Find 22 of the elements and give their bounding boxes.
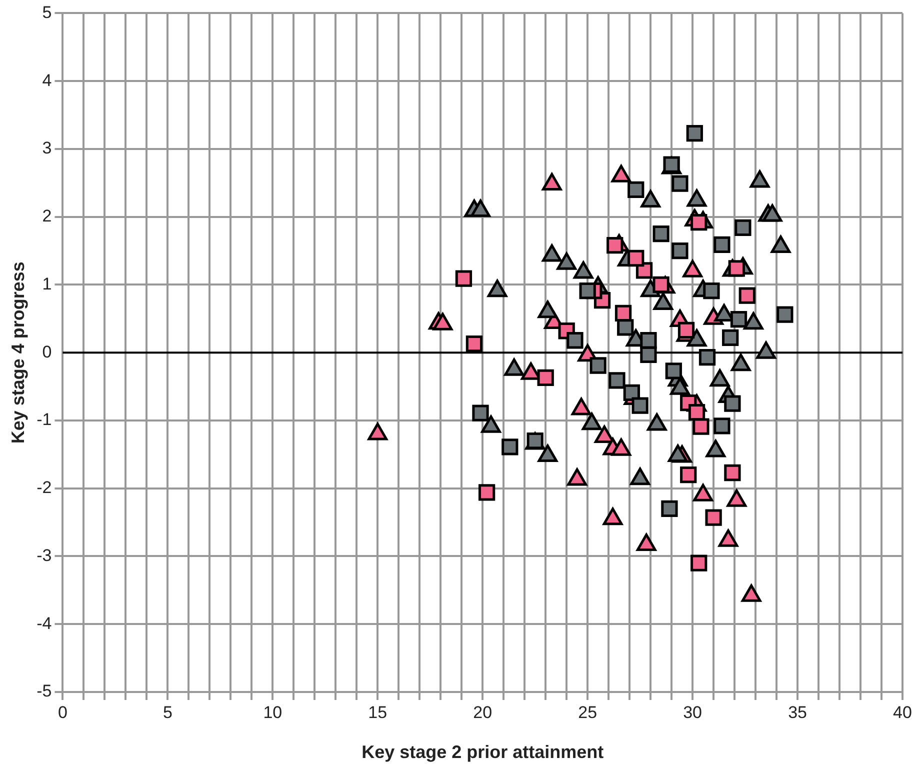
y-tick-label: 2 — [42, 206, 52, 226]
x-tick-label: 15 — [368, 702, 388, 722]
x-tick-label: 0 — [58, 702, 68, 722]
x-tick-label: 5 — [162, 702, 172, 722]
x-tick-label: 30 — [683, 702, 702, 722]
x-tick-label: 20 — [473, 702, 492, 722]
y-tick-label: -4 — [36, 614, 52, 633]
x-tick-label: 40 — [893, 702, 912, 722]
x-tick-label: 35 — [788, 702, 807, 722]
y-tick-label: 0 — [42, 342, 52, 362]
y-tick-label: 4 — [42, 70, 52, 90]
y-tick-label: -3 — [36, 546, 52, 565]
y-tick-label: 1 — [42, 274, 52, 294]
x-tick-label: 10 — [263, 702, 282, 722]
x-tick-label: 25 — [578, 702, 598, 722]
y-tick-label: 3 — [42, 138, 52, 158]
y-tick-label: -1 — [36, 410, 52, 430]
y-tick-label: 5 — [42, 2, 52, 22]
y-tick-label: -2 — [36, 478, 52, 498]
x-axis-title: Key stage 2 prior attainment — [362, 742, 604, 762]
y-axis-title: Key stage 4 progress — [8, 262, 28, 444]
y-tick-label: -5 — [36, 682, 52, 701]
